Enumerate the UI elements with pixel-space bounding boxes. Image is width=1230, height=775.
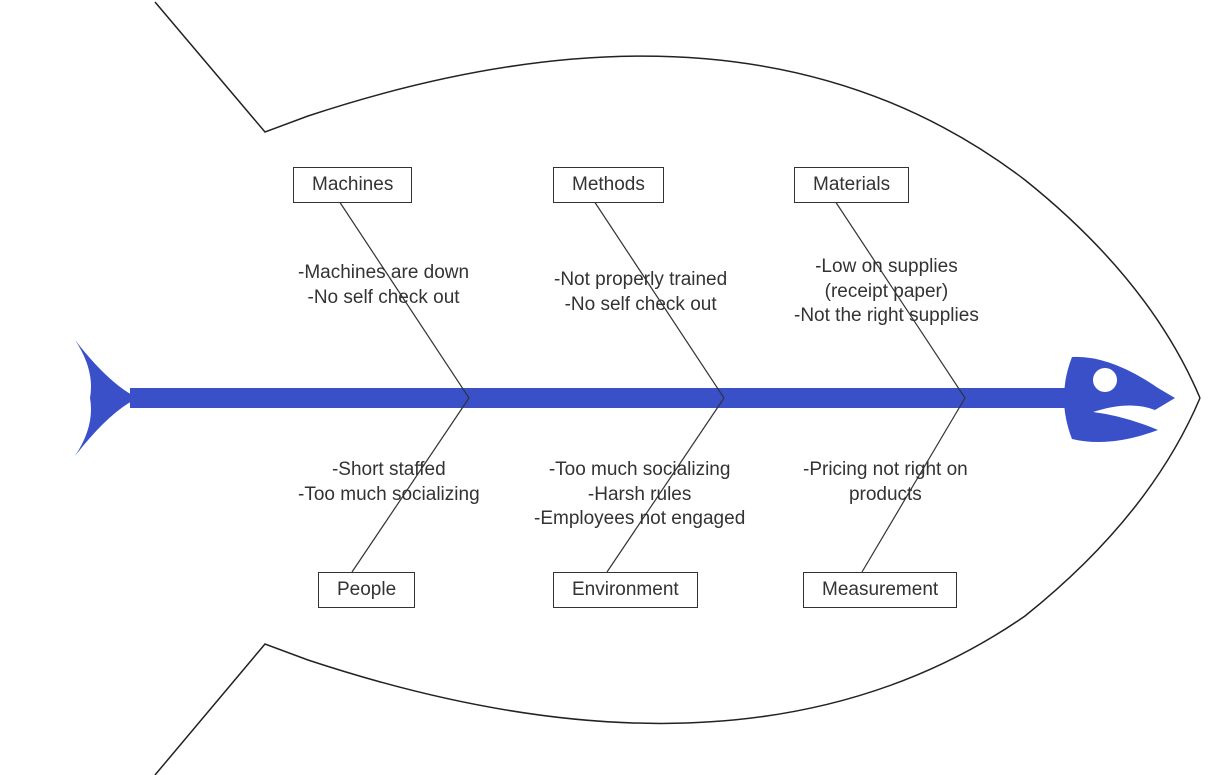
cause-text: -Not properly trained-No self check out (554, 268, 727, 317)
cause-line: products (803, 483, 968, 508)
category-box: Measurement (803, 572, 957, 608)
cause-line: -Employees not engaged (534, 507, 745, 532)
cause-line: -Too much socializing (534, 458, 745, 483)
fish-tail-icon (75, 340, 138, 456)
cause-text: -Too much socializing-Harsh rules-Employ… (534, 458, 745, 532)
cause-line: -Harsh rules (534, 483, 745, 508)
cause-line: -No self check out (298, 286, 469, 311)
cause-line: -Pricing not right on (803, 458, 968, 483)
cause-text: -Short staffed-Too much socializing (298, 458, 480, 507)
cause-text: -Machines are down-No self check out (298, 261, 469, 310)
cause-line: -Not the right supplies (794, 304, 979, 329)
cause-line: -Machines are down (298, 261, 469, 286)
cause-line: -Short staffed (298, 458, 480, 483)
cause-line: (receipt paper) (794, 280, 979, 305)
category-box: Environment (553, 572, 698, 608)
category-box: People (318, 572, 415, 608)
fish-spine (130, 388, 1100, 408)
cause-line: -Low on supplies (794, 255, 979, 280)
cause-line: -Too much socializing (298, 483, 480, 508)
category-box: Machines (293, 167, 412, 203)
fishbone-canvas (0, 0, 1230, 775)
category-box: Methods (553, 167, 664, 203)
cause-line: -Not properly trained (554, 268, 727, 293)
cause-text: -Pricing not right onproducts (803, 458, 968, 507)
category-box: Materials (794, 167, 909, 203)
cause-line: -No self check out (554, 293, 727, 318)
fish-head-icon (1064, 357, 1175, 442)
cause-text: -Low on supplies(receipt paper)-Not the … (794, 255, 979, 329)
